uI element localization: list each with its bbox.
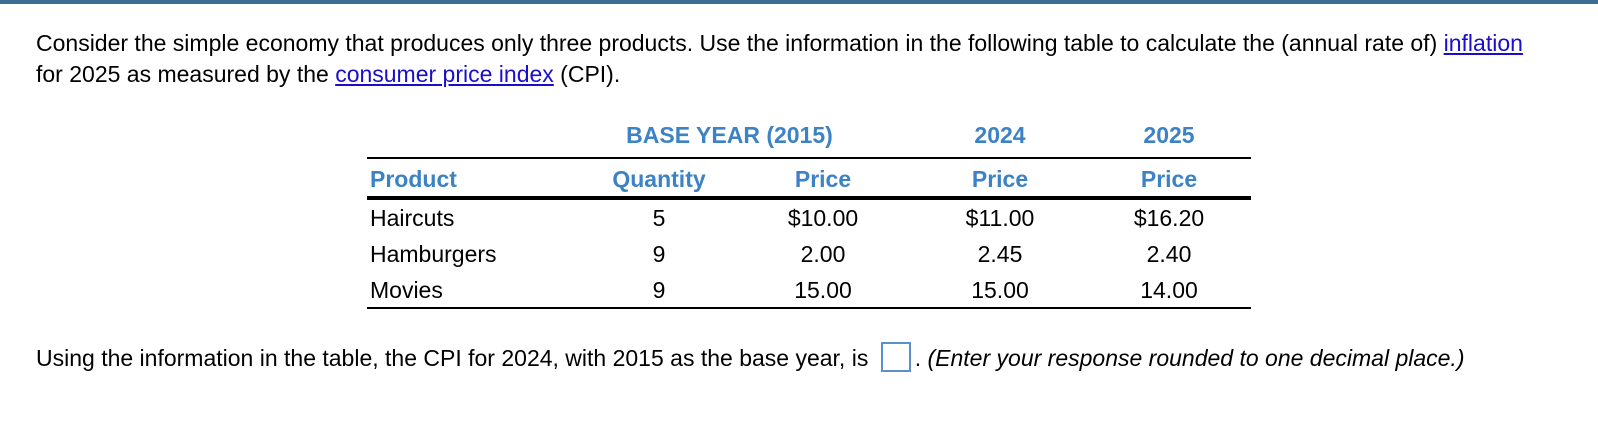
- table-cell-price-2025: 2.40: [1146, 241, 1192, 267]
- column-header-product: Product: [370, 166, 457, 192]
- table-bottom-rule: [367, 307, 1251, 309]
- table-cell-price-2025: $16.20: [1133, 205, 1205, 231]
- answer-prompt-text: Using the information in the table, the …: [36, 345, 875, 371]
- answer-prompt: Using the information in the table, the …: [36, 340, 1556, 377]
- header-rule: [367, 196, 1251, 200]
- table-cell-price-2024: 2.45: [977, 241, 1023, 267]
- consumer-price-index-link[interactable]: consumer price index: [335, 61, 554, 87]
- group-header-2024: 2024: [974, 122, 1026, 148]
- price-table: BASE YEAR (2015) 2024 2025 Product Quant…: [367, 116, 1251, 310]
- question-text-part2: for 2025 as measured by the: [36, 61, 336, 87]
- table-cell-product: Movies: [370, 277, 443, 303]
- column-header-price-2025: Price: [1140, 166, 1198, 192]
- table-cell-price-base: $10.00: [787, 205, 859, 231]
- table-cell-price-2025: 14.00: [1140, 277, 1198, 303]
- table-cell-price-base: 2.00: [800, 241, 846, 267]
- table-cell-product: Haircuts: [370, 205, 455, 231]
- inflation-link[interactable]: inflation: [1443, 30, 1523, 56]
- answer-hint: (Enter your response rounded to one deci…: [927, 345, 1465, 371]
- column-header-quantity: Quantity: [612, 166, 706, 192]
- column-header-price-base: Price: [794, 166, 852, 192]
- table-cell-price-2024: 15.00: [971, 277, 1029, 303]
- table-cell-price-base: 15.00: [794, 277, 852, 303]
- table-cell-quantity: 9: [652, 241, 666, 267]
- cpi-answer-input[interactable]: [880, 341, 911, 372]
- answer-period: .: [914, 345, 928, 371]
- group-header-2025: 2025: [1143, 122, 1195, 148]
- question-text-part3: (CPI).: [553, 61, 621, 87]
- table-cell-quantity: 5: [652, 205, 666, 231]
- question-text-part1: Consider the simple economy that produce…: [36, 30, 1444, 56]
- question-text: Consider the simple economy that produce…: [36, 28, 1556, 90]
- table-cell-product: Hamburgers: [370, 241, 497, 267]
- group-header-base-year: BASE YEAR (2015): [626, 122, 833, 148]
- table-top-rule: [367, 157, 1251, 159]
- column-header-price-2024: Price: [971, 166, 1029, 192]
- table-cell-quantity: 9: [652, 277, 666, 303]
- table-cell-price-2024: $11.00: [965, 205, 1035, 231]
- top-accent-bar: [0, 0, 1598, 4]
